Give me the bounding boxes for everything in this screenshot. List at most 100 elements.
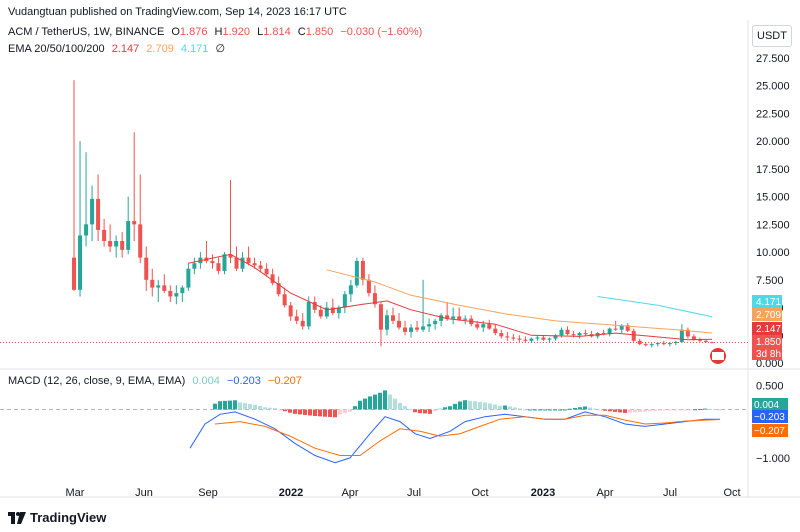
- macd-hist-bar: [393, 398, 397, 410]
- candle-body: [607, 328, 612, 335]
- candle-body: [643, 344, 648, 346]
- candle-body: [180, 287, 185, 294]
- y-tick-label: 27.500: [756, 53, 790, 65]
- signal-line: [214, 414, 721, 456]
- macd-signal-value: −0.207: [267, 375, 302, 387]
- macd-hist-bar: [518, 408, 522, 410]
- macd-hist-bar: [553, 409, 557, 411]
- macd-hist-bar: [328, 409, 332, 417]
- macd-hist-bar: [398, 402, 402, 410]
- macd-hist-bar: [583, 406, 587, 410]
- macd-value-badge: [752, 410, 788, 423]
- low-label: L: [257, 26, 264, 38]
- macd-hist-bar: [293, 409, 297, 414]
- candle-body: [601, 333, 606, 335]
- macd-hist-bar: [573, 407, 577, 410]
- currency-button[interactable]: USDT: [752, 25, 792, 47]
- macd-hist-bar: [373, 394, 377, 410]
- macd-hist-bar: [368, 396, 372, 410]
- y-tick-label: 22.500: [756, 108, 790, 120]
- macd-hist-bar: [663, 409, 667, 411]
- candle-body: [240, 257, 245, 269]
- x-tick-label: Apr: [596, 487, 613, 499]
- candle-body: [378, 304, 383, 330]
- macd-hist-bar: [253, 404, 257, 410]
- candle-body: [649, 344, 654, 346]
- macd-hist-bar: [578, 407, 582, 410]
- candle-body: [132, 221, 137, 225]
- macd-hist-bar: [363, 398, 367, 410]
- candle-body: [481, 324, 486, 328]
- macd-hist-bar: [223, 400, 227, 410]
- macd-hist-bar: [448, 406, 452, 410]
- macd-hist-bar: [638, 409, 642, 412]
- candle-body: [559, 329, 564, 336]
- candle-body: [192, 263, 197, 269]
- macd-legend: MACD (12, 26, close, 9, EMA, EMA) 0.004 …: [8, 375, 306, 387]
- macd-hist-bar: [433, 409, 437, 412]
- price-badge-label: 2.147: [756, 324, 781, 335]
- price-badge: [752, 335, 782, 348]
- symbol-name: ACM / TetherUS, 1W, BINANCE: [8, 26, 165, 38]
- macd-hist-bar: [493, 404, 497, 410]
- candle-body: [553, 335, 558, 339]
- macd-hist-bar: [563, 409, 567, 411]
- candle-body: [84, 224, 89, 236]
- macd-hist-bar: [718, 409, 722, 411]
- candle-body: [186, 268, 191, 288]
- candle-body: [72, 257, 77, 290]
- macd-hist-bar: [708, 408, 712, 410]
- macd-hist-bar: [303, 409, 307, 415]
- candle-body: [697, 339, 702, 341]
- candle-body: [661, 343, 666, 345]
- y-tick-label: 10.000: [756, 247, 790, 259]
- candle-body: [246, 257, 251, 264]
- candle-body: [463, 318, 468, 320]
- tradingview-logo-icon: [8, 511, 26, 524]
- x-tick-label: Sep: [198, 487, 218, 499]
- macd-value-badge-label: 0.004: [754, 400, 779, 411]
- ohlc-high: H1.920: [215, 26, 250, 38]
- macd-hist-bar: [268, 407, 272, 410]
- macd-y-tick-label: 0.500: [756, 380, 784, 392]
- macd-hist-bar: [408, 409, 412, 411]
- macd-hist-bar: [243, 403, 247, 410]
- candle-body: [270, 274, 275, 284]
- candle-body: [156, 285, 161, 288]
- macd-hist-bar: [383, 390, 387, 410]
- candle-body: [445, 315, 450, 319]
- macd-hist-bar: [588, 407, 592, 410]
- macd-hist-bar: [338, 409, 342, 415]
- macd-hist-bar: [633, 409, 637, 413]
- macd-hist-bar: [378, 392, 382, 410]
- macd-hist-bar: [503, 405, 507, 410]
- macd-hist-bar: [403, 406, 407, 410]
- macd-hist-bar: [458, 401, 462, 410]
- candle-body: [655, 343, 660, 345]
- price-badge-label: 3d 8h: [756, 349, 781, 360]
- candle-body: [276, 283, 281, 295]
- high-value: 1.920: [222, 26, 250, 38]
- candle-body: [390, 315, 395, 321]
- macd-label: MACD (12, 26, close, 9, EMA, EMA): [8, 375, 186, 387]
- ema-legend: EMA 20/50/100/200 2.147 2.709 4.171 ∅: [8, 42, 229, 55]
- x-tick-label: Apr: [341, 487, 358, 499]
- ohlc-low: L1.814: [257, 26, 291, 38]
- macd-hist-bar: [498, 405, 502, 410]
- x-tick-label: Mar: [66, 487, 85, 499]
- candle-body: [505, 336, 510, 338]
- macd-hist-bar: [358, 400, 362, 410]
- macd-value-badge-label: −0.207: [754, 426, 785, 437]
- macd-hist-bar: [608, 409, 612, 412]
- macd-hist-bar: [538, 409, 542, 411]
- candle-body: [517, 338, 522, 340]
- tradingview-footer: TradingView: [8, 510, 106, 525]
- macd-hist-bar: [413, 409, 417, 413]
- y-tick-label: 15.000: [756, 192, 790, 204]
- candle-body: [360, 260, 365, 280]
- x-tick-label: Oct: [471, 487, 488, 499]
- candle-body: [294, 316, 299, 321]
- candle-body: [150, 279, 155, 288]
- macd-hist-bar: [453, 403, 457, 410]
